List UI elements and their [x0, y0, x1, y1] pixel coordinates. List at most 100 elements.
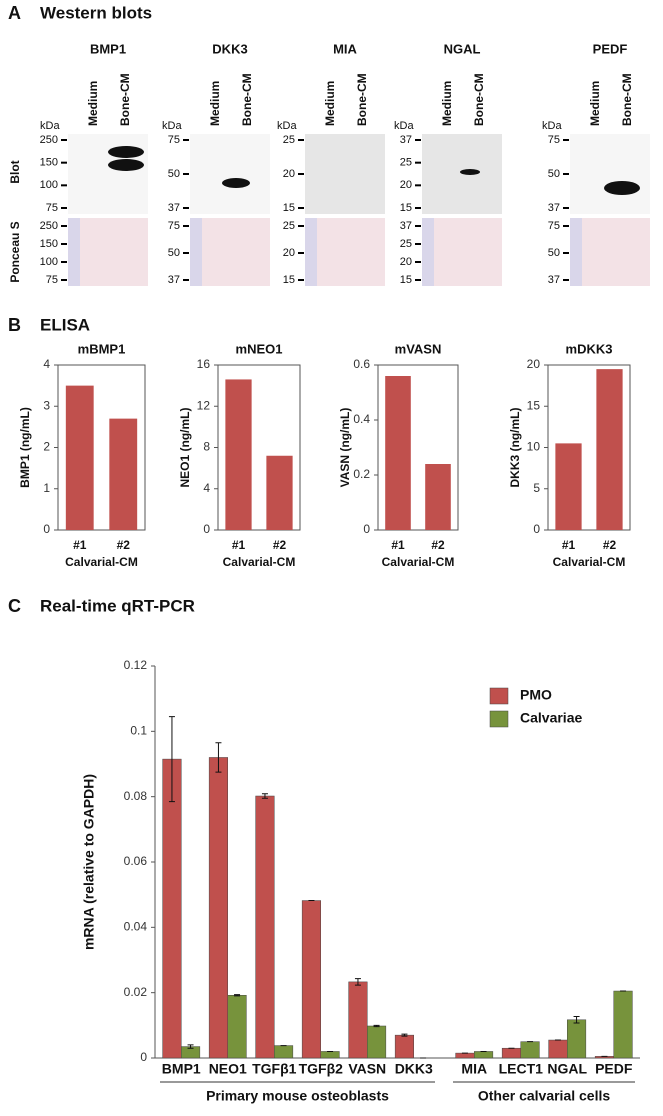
- bar: [367, 1025, 387, 1059]
- marker-label: 15: [400, 274, 412, 286]
- lane-label: Bone-CM: [240, 73, 254, 126]
- ponceau-image: [190, 218, 270, 286]
- blot-band: [604, 181, 640, 195]
- panel-letter: B: [8, 315, 21, 335]
- bar: [596, 369, 623, 530]
- ponceau-image: [305, 218, 385, 286]
- marker-label: 25: [283, 220, 295, 232]
- bar: [501, 1047, 521, 1059]
- bar: [567, 1019, 587, 1059]
- blot-name: PEDF: [593, 41, 628, 56]
- bar: [555, 443, 582, 530]
- bar: [274, 1045, 294, 1059]
- marker-label: 100: [40, 256, 58, 268]
- bar: [613, 990, 633, 1059]
- marker-lane: [305, 218, 317, 286]
- bar: [348, 981, 368, 1059]
- plot-frame: [57, 364, 146, 531]
- x-axis-label: Calvarial-CM: [382, 555, 455, 569]
- marker-label: 75: [548, 134, 560, 146]
- y-tick-label: 0: [363, 522, 370, 536]
- y-axis-label: NEO1 (ng/mL): [178, 407, 192, 487]
- marker-label: 37: [548, 202, 560, 214]
- bar: [301, 900, 321, 1059]
- blot-band: [108, 159, 144, 171]
- kda-label: kDa: [40, 120, 60, 132]
- error-bar: [261, 793, 268, 799]
- bar: [109, 418, 138, 530]
- marker-label: 20: [400, 256, 412, 268]
- lane-label: Medium: [588, 81, 602, 126]
- bar: [474, 1051, 494, 1059]
- marker-label: 25: [400, 157, 412, 169]
- kda-label: kDa: [162, 120, 182, 132]
- bar: [65, 385, 94, 530]
- lane-label: Medium: [323, 81, 337, 126]
- lane-label: Bone-CM: [472, 73, 486, 126]
- marker-lane: [422, 218, 434, 286]
- legend-label: PMO: [520, 687, 552, 703]
- bar: [548, 1039, 568, 1059]
- bar: [385, 376, 411, 530]
- bar: [255, 795, 275, 1059]
- y-tick-label: 4: [43, 357, 50, 371]
- marker-label: 15: [283, 202, 295, 214]
- marker-label: 150: [40, 157, 58, 169]
- x-tick-label: #1: [562, 538, 576, 552]
- blot-name: NGAL: [444, 41, 481, 56]
- error-bar: [187, 1044, 194, 1049]
- x-tick-label: DKK3: [395, 1061, 433, 1077]
- marker-label: 37: [400, 220, 412, 232]
- marker-label: 25: [400, 238, 412, 250]
- marker-label: 75: [548, 220, 560, 232]
- error-bar: [373, 1024, 380, 1028]
- bar: [425, 464, 451, 530]
- marker-label: 50: [548, 247, 560, 259]
- marker-label: 75: [168, 220, 180, 232]
- plot-frame: [217, 364, 301, 531]
- y-tick-label: 2: [43, 440, 50, 454]
- marker-label: 37: [168, 202, 180, 214]
- marker-label: 37: [168, 274, 180, 286]
- y-axis-label: BMP1 (ng/mL): [18, 407, 32, 488]
- panel-letter: C: [8, 596, 21, 616]
- y-tick-label: 0.4: [353, 412, 370, 426]
- bar: [266, 455, 293, 530]
- marker-label: 150: [40, 238, 58, 250]
- group-label: Other calvarial cells: [478, 1088, 611, 1104]
- row-label: Ponceau S: [8, 221, 22, 282]
- marker-label: 100: [40, 179, 58, 191]
- error-bar: [234, 994, 241, 997]
- plot-frame: [547, 364, 631, 531]
- x-axis-label: Calvarial-CM: [223, 555, 296, 569]
- x-tick-label: #1: [73, 538, 87, 552]
- x-axis-label: Calvarial-CM: [553, 555, 626, 569]
- chart-title: mDKK3: [566, 341, 613, 356]
- lane-label: Bone-CM: [620, 73, 634, 126]
- y-tick-label: 0.06: [124, 854, 148, 868]
- chart-title: mVASN: [395, 341, 442, 356]
- y-tick-label: 0.02: [124, 985, 148, 999]
- y-tick-label: 0.2: [353, 467, 370, 481]
- panel-title: Western blots: [40, 3, 152, 22]
- lane-label: Medium: [440, 81, 454, 126]
- bar: [320, 1051, 340, 1059]
- y-axis-label: mRNA (relative to GAPDH): [81, 774, 97, 950]
- legend-label: Calvariae: [520, 710, 582, 726]
- blot-image: [190, 134, 270, 214]
- y-tick-label: 0.08: [124, 789, 148, 803]
- marker-label: 250: [40, 134, 58, 146]
- y-tick-label: 0.6: [353, 357, 370, 371]
- bar: [208, 757, 228, 1059]
- lane-label: Bone-CM: [118, 73, 132, 126]
- y-tick-label: 16: [197, 357, 211, 371]
- blot-image: [305, 134, 385, 214]
- marker-label: 37: [548, 274, 560, 286]
- blot-name: MIA: [333, 41, 357, 56]
- bar: [225, 379, 252, 530]
- marker-lane: [570, 218, 582, 286]
- marker-label: 75: [168, 134, 180, 146]
- row-label: Blot: [8, 160, 22, 183]
- x-tick-label: PEDF: [595, 1061, 633, 1077]
